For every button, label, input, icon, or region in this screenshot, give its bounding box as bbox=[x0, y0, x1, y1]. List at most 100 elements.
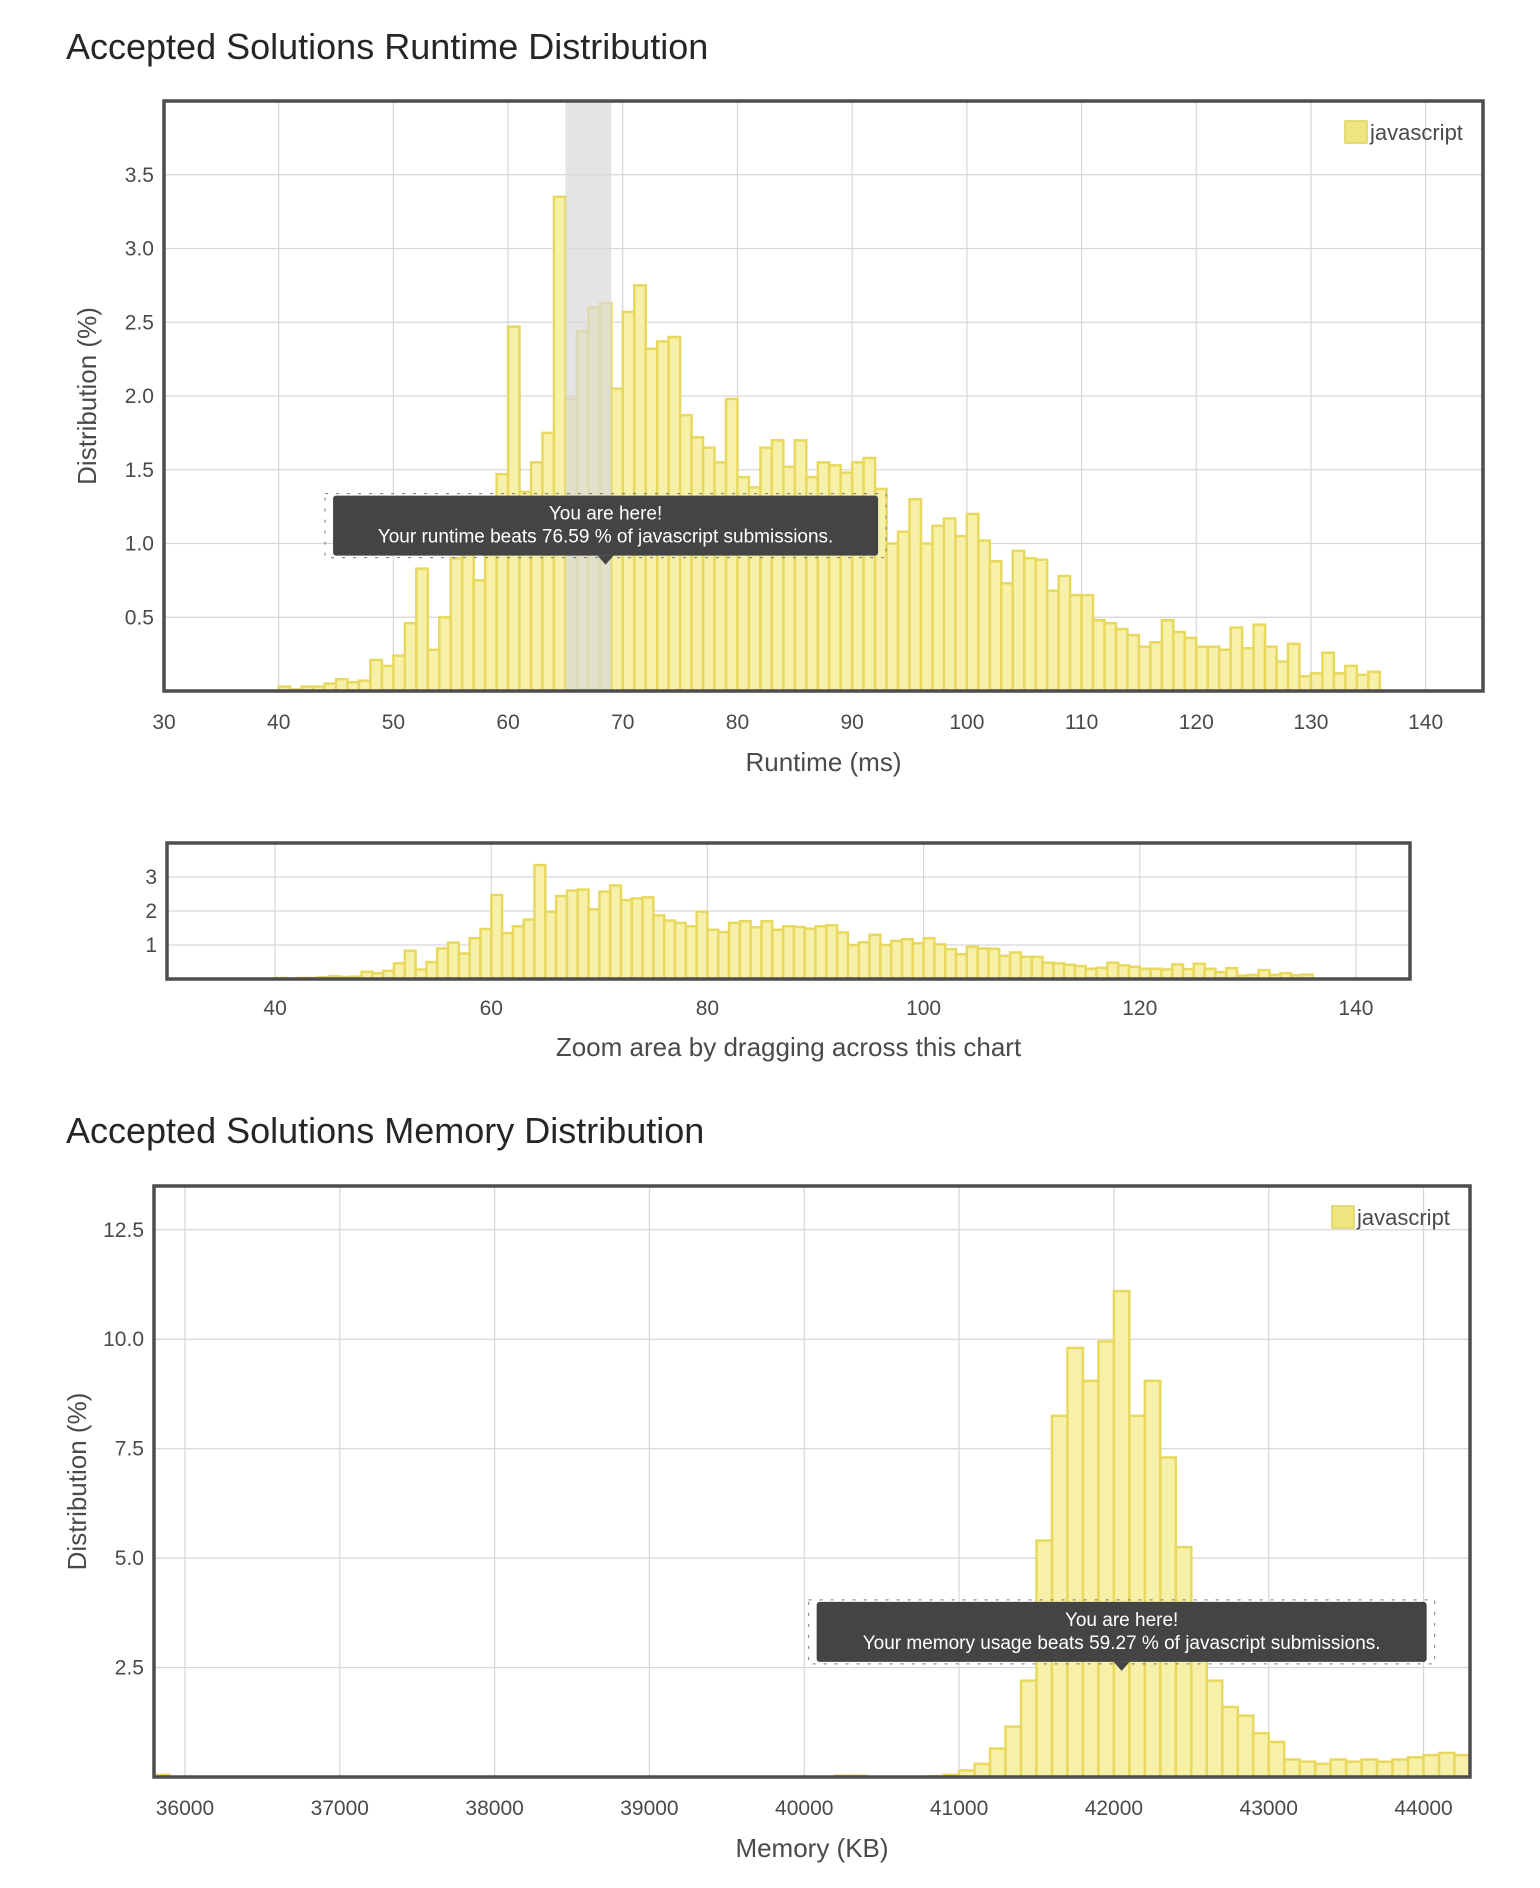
y-tick-label: 12.5 bbox=[103, 1219, 144, 1242]
bar bbox=[1143, 1379, 1162, 1779]
x-tick-label: 140 bbox=[1338, 997, 1373, 1020]
x-tick-label: 40000 bbox=[775, 1797, 833, 1820]
bar bbox=[973, 1762, 992, 1779]
runtime-section-title: Accepted Solutions Runtime Distribution bbox=[66, 26, 709, 67]
bar bbox=[1112, 1289, 1131, 1779]
bar bbox=[1344, 1760, 1363, 1779]
y-tick-label: 1.0 bbox=[125, 533, 154, 556]
bar bbox=[1190, 1648, 1209, 1779]
bar bbox=[1221, 1705, 1240, 1779]
memory-y-ticks: 2.5 5.0 7.5 10.0 12.5 bbox=[103, 1219, 144, 1680]
bar bbox=[1236, 1714, 1255, 1779]
tooltip-box bbox=[333, 495, 879, 556]
y-tick-label: 7.5 bbox=[115, 1438, 144, 1461]
x-tick-label: 80 bbox=[726, 711, 749, 734]
bar bbox=[1375, 1760, 1394, 1779]
x-tick-label: 38000 bbox=[465, 1797, 523, 1820]
zoom-grid bbox=[167, 843, 1410, 979]
bar bbox=[1019, 1679, 1038, 1779]
bar bbox=[1097, 1340, 1116, 1779]
x-tick-label: 120 bbox=[1179, 711, 1214, 734]
bar bbox=[1437, 1751, 1456, 1779]
bar bbox=[1174, 1545, 1193, 1779]
memory-grid bbox=[154, 1186, 1470, 1777]
memory-section-title: Accepted Solutions Memory Distribution bbox=[66, 1110, 705, 1151]
bar bbox=[1391, 1758, 1410, 1779]
bar bbox=[988, 1747, 1007, 1779]
y-tick-label: 3.5 bbox=[125, 164, 154, 187]
legend-swatch-icon bbox=[1344, 120, 1368, 144]
bar bbox=[1422, 1753, 1441, 1779]
y-tick-label: 1 bbox=[145, 934, 157, 957]
memory-x-ticks: 36000 37000 38000 39000 40000 41000 42000 43000… bbox=[156, 1797, 1453, 1820]
y-tick-label: 2 bbox=[145, 900, 157, 923]
zoom-x-axis-title: Zoom area by dragging across this chart bbox=[556, 1032, 1022, 1062]
x-tick-label: 60 bbox=[480, 997, 503, 1020]
bar bbox=[1329, 1758, 1348, 1779]
highlight-band bbox=[565, 101, 612, 691]
x-tick-label: 36000 bbox=[156, 1797, 214, 1820]
x-tick-label: 100 bbox=[949, 711, 984, 734]
tooltip-pointer-icon bbox=[1113, 1661, 1130, 1671]
zoom-y-ticks: 1 2 3 bbox=[145, 866, 157, 957]
bar bbox=[1360, 1758, 1379, 1779]
x-tick-label: 41000 bbox=[930, 1797, 988, 1820]
zoom-x-ticks: 40 60 80 100 120 140 bbox=[263, 997, 1373, 1020]
y-tick-label: 10.0 bbox=[103, 1328, 144, 1351]
x-tick-label: 40 bbox=[263, 997, 286, 1020]
x-tick-label: 90 bbox=[840, 711, 863, 734]
x-tick-label: 37000 bbox=[311, 1797, 369, 1820]
runtime-chart[interactable]: 30 40 50 60 70 80 90 100 110 120 130 140 0.5 1.0 1.5 2.… bbox=[0, 0, 1540, 800]
runtime-bars bbox=[277, 195, 1382, 693]
bar bbox=[1267, 1740, 1286, 1779]
bar bbox=[1205, 1679, 1224, 1779]
bar bbox=[1251, 1731, 1270, 1779]
y-tick-label: 3.0 bbox=[125, 238, 154, 261]
x-tick-label: 40 bbox=[267, 711, 290, 734]
tooltip-line-1: You are here! bbox=[549, 504, 662, 525]
runtime-tooltip: You are here!Your runtime beats 76.59 % … bbox=[324, 493, 887, 565]
x-tick-label: 42000 bbox=[1085, 1797, 1143, 1820]
runtime-zoom-chart[interactable]: 40 60 80 100 120 140 1 2 3 Zoom area by dragging … bbox=[0, 0, 1540, 1080]
legend-label: javascript bbox=[1369, 120, 1463, 145]
runtime-x-axis-title: Runtime (ms) bbox=[745, 747, 901, 777]
y-tick-label: 0.5 bbox=[125, 606, 154, 629]
x-tick-label: 39000 bbox=[620, 1797, 678, 1820]
runtime-y-axis-title: Distribution (%) bbox=[72, 307, 102, 485]
runtime-y-ticks: 0.5 1.0 1.5 2.0 2.5 3.0 3.5 bbox=[125, 164, 154, 630]
x-tick-label: 44000 bbox=[1394, 1797, 1452, 1820]
x-tick-label: 30 bbox=[152, 711, 175, 734]
x-tick-label: 70 bbox=[611, 711, 634, 734]
x-tick-label: 100 bbox=[906, 997, 941, 1020]
tooltip-line-2: Your runtime beats 76.59 % of javascript… bbox=[378, 527, 834, 548]
y-tick-label: 1.5 bbox=[125, 459, 154, 482]
memory-plot-frame bbox=[152, 1184, 1472, 1779]
bar bbox=[1298, 1760, 1317, 1779]
y-tick-label: 2.0 bbox=[125, 385, 154, 408]
tooltip-box bbox=[816, 1601, 1427, 1662]
x-tick-label: 80 bbox=[696, 997, 719, 1020]
bar bbox=[1004, 1725, 1023, 1779]
x-tick-label: 60 bbox=[496, 711, 519, 734]
bar bbox=[1050, 1414, 1069, 1779]
y-tick-label: 2.5 bbox=[125, 311, 154, 334]
y-tick-label: 3 bbox=[145, 866, 157, 889]
x-tick-label: 43000 bbox=[1240, 1797, 1298, 1820]
bar bbox=[1453, 1753, 1472, 1779]
legend-label: javascript bbox=[1356, 1205, 1450, 1230]
legend-swatch-icon bbox=[1331, 1205, 1355, 1229]
bar bbox=[1128, 1414, 1147, 1779]
bar bbox=[1313, 1762, 1332, 1779]
bar bbox=[1282, 1758, 1301, 1779]
x-tick-label: 110 bbox=[1065, 711, 1098, 734]
zoom-plot-frame bbox=[165, 841, 1412, 981]
memory-y-axis-title: Distribution (%) bbox=[62, 1393, 92, 1571]
x-tick-label: 120 bbox=[1122, 997, 1157, 1020]
tooltip-pointer-icon bbox=[597, 555, 614, 565]
bar bbox=[1081, 1379, 1100, 1779]
memory-x-axis-title: Memory (KB) bbox=[735, 1833, 888, 1863]
runtime-plot-frame bbox=[162, 99, 1485, 693]
memory-tooltip: You are here!Your memory usage beats 59.… bbox=[808, 1599, 1436, 1671]
x-tick-label: 140 bbox=[1408, 711, 1443, 734]
